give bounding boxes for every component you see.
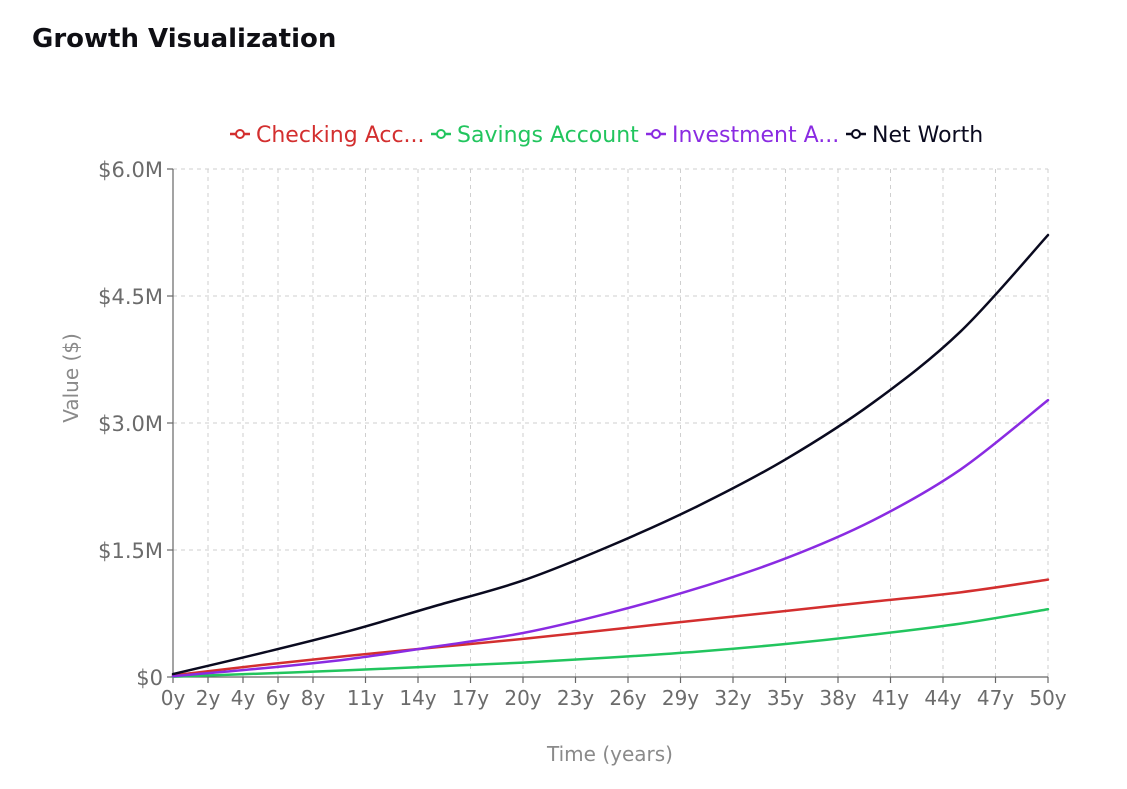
x-tick-label: 41y [872, 686, 909, 710]
legend-item-investment-a[interactable]: Investment A... [646, 123, 839, 148]
series-line-savings-account [171, 608, 1050, 678]
x-tick-label: 14y [399, 686, 436, 710]
series-line-net-worth [171, 233, 1050, 676]
legend-item-savings-account[interactable]: Savings Account [431, 123, 639, 148]
x-tick-label: 44y [924, 686, 961, 710]
y-tick-label: $4.5M [98, 285, 163, 309]
legend-item-checking-acc[interactable]: Checking Acc... [230, 123, 425, 148]
y-tick-label: $6.0M [98, 158, 163, 182]
x-tick-label: 8y [301, 686, 326, 710]
x-axis-title: Time (years) [546, 742, 673, 766]
y-tick-label: $3.0M [98, 412, 163, 436]
y-tick-label: $0 [136, 666, 163, 690]
x-tick-label: 4y [231, 686, 256, 710]
series-line-checking-acc [171, 578, 1050, 677]
x-tick-label: 0y [161, 686, 186, 710]
x-tick-label: 26y [609, 686, 646, 710]
legend-marker-dot [436, 129, 446, 139]
legend-marker-dot [235, 129, 245, 139]
legend-item-net-worth[interactable]: Net Worth [846, 123, 983, 148]
legend-label: Investment A... [672, 123, 839, 148]
chart-legend[interactable]: Checking Acc... Savings Account Investment… [230, 123, 983, 148]
legend-marker-dot [651, 129, 661, 139]
x-tick-label: 32y [714, 686, 751, 710]
y-tick-label: $1.5M [98, 539, 163, 563]
legend-label: Net Worth [872, 123, 983, 148]
x-tick-label: 2y [196, 686, 221, 710]
chart-grid [173, 168, 1049, 677]
legend-label: Checking Acc... [256, 123, 425, 148]
x-tick-label: 17y [452, 686, 489, 710]
legend-label: Savings Account [457, 123, 639, 148]
x-tick-label: 11y [347, 686, 384, 710]
x-tick-label: 6y [266, 686, 291, 710]
x-tick-label: 35y [767, 686, 804, 710]
x-tick-label: 47y [977, 686, 1014, 710]
legend-marker-dot [851, 129, 861, 139]
chart-axes: $0 $1.5M $3.0M $4.5M $6.0M 0y 2y 4y 6y 8y 11y 14y 17… [98, 158, 1067, 710]
x-tick-label: 38y [819, 686, 856, 710]
x-tick-label: 50y [1029, 686, 1066, 710]
series-line-investment-a [171, 398, 1050, 678]
y-axis-title: Value ($) [59, 333, 83, 423]
x-tick-label: 29y [662, 686, 699, 710]
page-title: Growth Visualization [32, 24, 337, 54]
chart-series [171, 233, 1050, 678]
x-tick-label: 23y [557, 686, 594, 710]
x-tick-label: 20y [504, 686, 541, 710]
